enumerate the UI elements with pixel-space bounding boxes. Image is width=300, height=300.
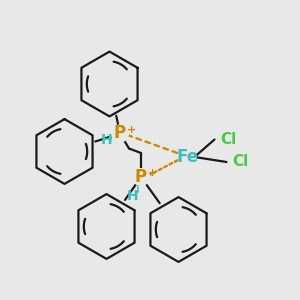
Text: P: P [114,124,126,142]
Text: +: + [148,168,157,178]
Text: Cl: Cl [220,132,237,147]
Text: Fe: Fe [176,148,199,166]
Circle shape [133,169,149,185]
Text: H: H [101,133,112,146]
Text: Cl: Cl [232,154,249,169]
Circle shape [112,125,128,142]
Circle shape [179,149,196,166]
Text: H: H [127,190,139,203]
Text: +: + [127,125,136,135]
Text: P: P [135,168,147,186]
